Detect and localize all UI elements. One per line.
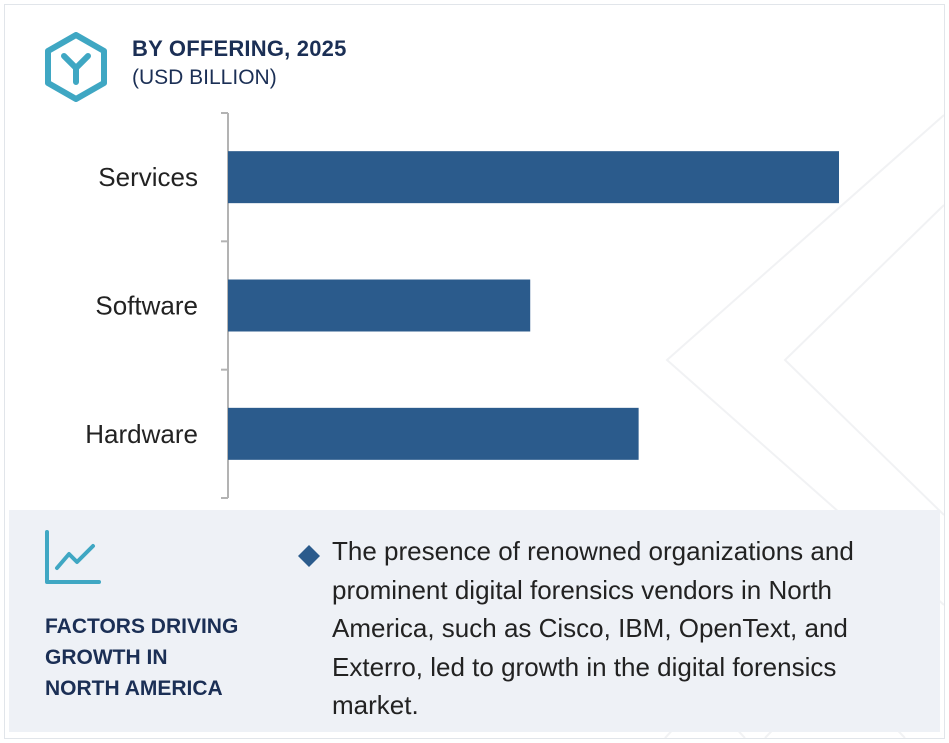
bar-hardware — [228, 407, 639, 460]
chart-subtitle: (USD BILLION) — [132, 66, 277, 89]
factors-panel: FACTORS DRIVING GROWTH IN NORTH AMERICA … — [9, 510, 940, 732]
factor-description: The presence of renowned organizations a… — [332, 532, 932, 725]
bar-software — [228, 279, 531, 332]
factor-description-line: The presence of renowned organizations a… — [332, 536, 854, 566]
factor-description-line: Exterro, led to growth in the digital fo… — [332, 651, 837, 682]
bar-chart: Services Software Hardware — [85, 112, 840, 499]
factors-title-line: NORTH AMERICA — [45, 677, 223, 700]
trend-line-chart-icon — [45, 530, 101, 584]
factors-title-line: FACTORS DRIVING — [45, 615, 239, 638]
factor-description-line: prominent digital forensics vendors in N… — [332, 574, 833, 605]
hexagon-y-logo-icon — [45, 32, 107, 102]
category-label-services: Services — [98, 162, 198, 192]
factors-title: FACTORS DRIVING GROWTH IN NORTH AMERICA — [45, 611, 285, 704]
factor-description-line: market. — [332, 690, 419, 720]
infographic-card: BY OFFERING, 2025 (USD BILLION) Services… — [4, 4, 945, 739]
factors-title-line: GROWTH IN — [45, 646, 168, 669]
diamond-bullet-icon — [298, 545, 320, 567]
category-label-software: Software — [95, 291, 198, 321]
category-label-hardware: Hardware — [85, 419, 198, 449]
chart-title: BY OFFERING, 2025 — [132, 36, 347, 61]
factor-description-line: America, such as Cisco, IBM, OpenText, a… — [332, 613, 848, 643]
bar-services — [228, 151, 840, 204]
